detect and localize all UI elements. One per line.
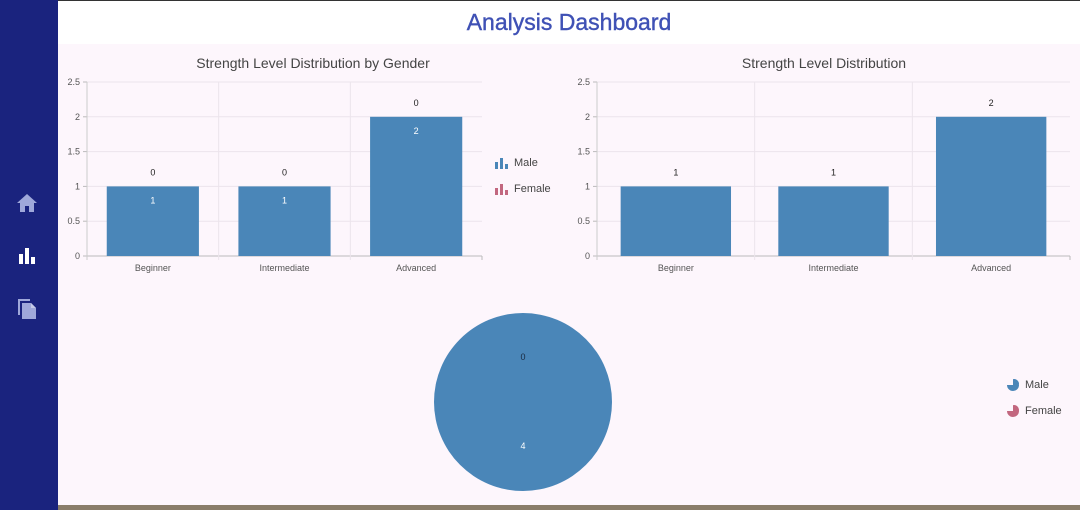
header: Analysis Dashboard xyxy=(58,1,1080,44)
y-tick-label: 0 xyxy=(585,251,590,261)
chart2-level-bar: 0 0.5 1 1.5 2 2.5 Beginner 1 Intermediate 1 Advanc… xyxy=(577,77,1071,273)
x-tick-label: Advanced xyxy=(971,263,1011,273)
nav-documents[interactable] xyxy=(14,295,40,321)
data-label: 1 xyxy=(673,167,678,177)
background-strip xyxy=(58,505,1080,510)
legend-item-female[interactable]: Female xyxy=(1007,398,1062,424)
legend-item-female[interactable]: Female xyxy=(495,176,551,202)
pie-legend-icon xyxy=(1007,379,1019,391)
bar xyxy=(370,116,463,256)
y-tick-label: 0 xyxy=(75,251,80,261)
nav-analysis[interactable] xyxy=(14,243,40,269)
bar xyxy=(620,186,732,256)
x-tick-label: Intermediate xyxy=(259,263,309,273)
chart1-legend: Male Female xyxy=(495,150,551,202)
window-border xyxy=(0,0,1080,1)
legend-item-male[interactable]: Male xyxy=(1007,372,1062,398)
data-label: 4 xyxy=(520,441,525,451)
y-tick-label: 1.5 xyxy=(67,147,80,157)
y-tick-label: 1 xyxy=(585,181,590,191)
copy-file-icon xyxy=(18,299,36,319)
data-label: 0 xyxy=(520,352,525,362)
y-tick-label: 0.5 xyxy=(67,216,80,226)
bar-legend-icon xyxy=(495,183,508,195)
home-icon xyxy=(17,194,37,212)
bar-legend-icon xyxy=(495,157,508,169)
x-tick-label: Intermediate xyxy=(808,263,858,273)
y-tick-label: 2 xyxy=(585,112,590,122)
data-label: 1 xyxy=(150,195,155,205)
data-label: 0 xyxy=(150,167,155,177)
nav-home[interactable] xyxy=(14,190,40,216)
y-tick-label: 2 xyxy=(75,112,80,122)
y-tick-label: 0.5 xyxy=(577,216,590,226)
data-label: 1 xyxy=(282,195,287,205)
x-tick-label: Beginner xyxy=(135,263,171,273)
x-tick-label: Advanced xyxy=(396,263,436,273)
chart3-gender-pie: 04 xyxy=(434,313,612,491)
data-label: 2 xyxy=(989,98,994,108)
x-tick-label: Beginner xyxy=(658,263,694,273)
chart3-legend: Male Female xyxy=(1007,372,1062,424)
data-label: 0 xyxy=(282,167,287,177)
y-tick-label: 1.5 xyxy=(577,147,590,157)
pie-slice-male xyxy=(434,313,612,491)
bar-chart-icon xyxy=(19,248,35,264)
data-label: 0 xyxy=(414,98,419,108)
page-title: Analysis Dashboard xyxy=(466,9,672,35)
data-label: 1 xyxy=(831,167,836,177)
y-tick-label: 2.5 xyxy=(577,77,590,87)
bar xyxy=(238,186,331,256)
y-tick-label: 2.5 xyxy=(67,77,80,87)
y-tick-label: 1 xyxy=(75,181,80,191)
bar xyxy=(106,186,199,256)
pie-legend-icon xyxy=(1007,405,1019,417)
legend-item-male[interactable]: Male xyxy=(495,150,551,176)
data-label: 2 xyxy=(414,126,419,136)
bar xyxy=(935,116,1047,256)
sidebar xyxy=(0,0,58,510)
chart1-gender-bar: 0 0.5 1 1.5 2 2.5 Beginner 1 0 Intermediate 1 0 Adva… xyxy=(67,77,483,273)
bar xyxy=(778,186,889,256)
chart2-title: Strength Level Distribution xyxy=(741,55,907,71)
chart1-title: Strength Level Distribution by Gender xyxy=(196,55,430,71)
